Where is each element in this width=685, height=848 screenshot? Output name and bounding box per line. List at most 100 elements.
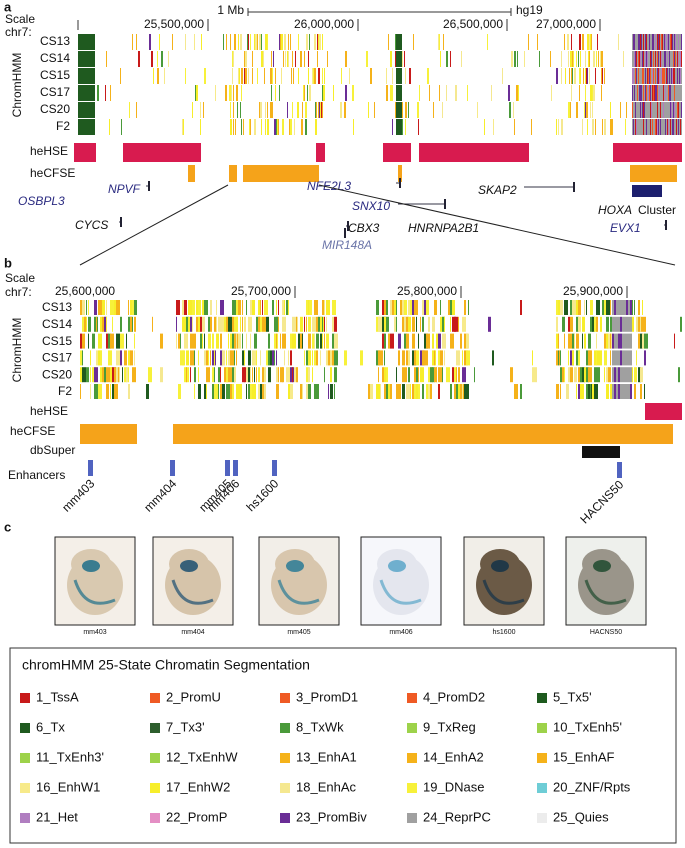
segment bbox=[561, 68, 562, 84]
segment bbox=[382, 350, 383, 366]
segment bbox=[121, 119, 122, 135]
segment bbox=[216, 316, 217, 332]
segment bbox=[324, 316, 325, 332]
segment bbox=[661, 68, 662, 84]
segment bbox=[630, 316, 632, 332]
segment bbox=[316, 333, 319, 349]
segment bbox=[232, 316, 234, 332]
segment bbox=[670, 51, 671, 67]
segment bbox=[136, 34, 137, 50]
segment bbox=[237, 102, 238, 118]
segment bbox=[668, 85, 669, 101]
segment bbox=[582, 367, 585, 383]
segment bbox=[414, 300, 418, 315]
segment bbox=[568, 367, 571, 383]
segment bbox=[391, 51, 392, 67]
segment bbox=[259, 34, 260, 50]
segment bbox=[260, 300, 261, 315]
segment bbox=[353, 119, 354, 135]
zoom-line bbox=[318, 184, 676, 266]
legend-label: 20_ZNF/Rpts bbox=[553, 779, 631, 794]
segment bbox=[610, 350, 611, 366]
segment bbox=[572, 333, 575, 349]
segment bbox=[439, 85, 440, 101]
segment bbox=[390, 384, 392, 399]
segment bbox=[84, 333, 85, 349]
segment bbox=[618, 34, 619, 50]
segment bbox=[204, 350, 206, 366]
segment bbox=[651, 119, 652, 135]
segment bbox=[672, 85, 673, 101]
gene-label: SNX10 bbox=[352, 199, 390, 213]
segment bbox=[429, 85, 430, 101]
tick-label: 25,800,000 bbox=[397, 284, 457, 298]
segment bbox=[454, 384, 457, 399]
segment bbox=[424, 300, 427, 315]
segment bbox=[112, 384, 115, 399]
segment bbox=[302, 384, 303, 399]
segment bbox=[188, 316, 190, 332]
segment bbox=[309, 34, 310, 50]
segment bbox=[308, 300, 309, 315]
segment bbox=[380, 384, 381, 399]
segment bbox=[257, 68, 258, 84]
segment bbox=[334, 350, 338, 366]
segment bbox=[450, 384, 452, 399]
segment bbox=[595, 68, 596, 84]
segment bbox=[82, 367, 86, 383]
segment bbox=[261, 51, 263, 67]
segment bbox=[642, 119, 643, 135]
segment bbox=[587, 34, 589, 50]
segment bbox=[427, 68, 429, 84]
track-label: heCFSE bbox=[30, 166, 75, 180]
segment bbox=[640, 367, 643, 383]
segment bbox=[188, 367, 189, 383]
segment bbox=[439, 34, 440, 50]
segment bbox=[318, 68, 320, 84]
segment bbox=[240, 102, 241, 118]
segment bbox=[420, 367, 424, 383]
segment bbox=[240, 34, 242, 50]
segment bbox=[570, 102, 571, 118]
segment bbox=[406, 333, 409, 349]
segment bbox=[258, 367, 260, 383]
segment bbox=[248, 350, 251, 366]
segment bbox=[594, 384, 598, 399]
segment bbox=[570, 300, 572, 315]
segment bbox=[220, 300, 224, 315]
segment bbox=[322, 333, 323, 349]
segment bbox=[306, 316, 307, 332]
segment bbox=[576, 384, 577, 399]
segment bbox=[643, 119, 644, 135]
segment bbox=[620, 350, 622, 366]
segment bbox=[106, 333, 109, 349]
segment bbox=[248, 316, 252, 332]
segment bbox=[466, 350, 470, 366]
segment bbox=[626, 384, 628, 399]
segment bbox=[200, 333, 202, 349]
exon bbox=[347, 221, 349, 231]
segment bbox=[275, 85, 276, 101]
segment bbox=[218, 367, 221, 383]
segment bbox=[624, 350, 626, 366]
scale-bar-label: 1 Mb bbox=[217, 3, 244, 17]
segment bbox=[572, 51, 573, 67]
segment bbox=[383, 143, 411, 162]
segment bbox=[585, 51, 586, 67]
segment bbox=[252, 68, 253, 84]
segment bbox=[120, 333, 124, 349]
stain bbox=[277, 579, 320, 605]
legend-label: 21_Het bbox=[36, 809, 78, 824]
segment bbox=[326, 333, 329, 349]
segment bbox=[327, 51, 328, 67]
segment bbox=[378, 350, 382, 366]
segment bbox=[225, 460, 230, 476]
tick-label: 26,000,000 bbox=[294, 17, 354, 31]
segment bbox=[134, 333, 135, 349]
segment bbox=[116, 350, 118, 366]
segment bbox=[426, 300, 429, 315]
segment bbox=[352, 85, 354, 101]
segment bbox=[182, 316, 186, 332]
segment bbox=[662, 102, 663, 118]
legend-swatch bbox=[280, 693, 290, 703]
